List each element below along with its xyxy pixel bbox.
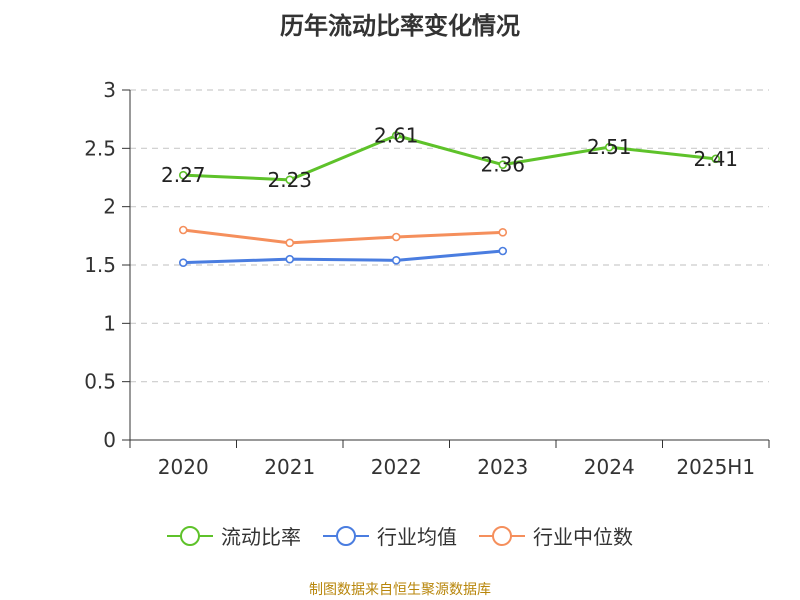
data-point xyxy=(285,238,295,248)
data-point xyxy=(391,256,401,265)
data-source-note: 制图数据来自恒生聚源数据库 xyxy=(309,582,491,598)
legend-item[interactable]: 行业中位数 xyxy=(479,521,633,550)
legend-label: 行业中位数 xyxy=(533,525,633,549)
x-tick-label: 2020 xyxy=(158,455,209,479)
legend-line-circle-icon xyxy=(323,525,369,546)
x-tick-label: 2023 xyxy=(477,455,528,479)
legend-label: 行业均值 xyxy=(377,525,457,549)
legend-item[interactable]: 行业均值 xyxy=(323,521,457,550)
data-point xyxy=(391,232,401,242)
series-line xyxy=(183,228,503,245)
series-line xyxy=(183,134,716,182)
data-label: 2.23 xyxy=(267,168,312,192)
data-point xyxy=(178,170,188,180)
x-tick-label: 2021 xyxy=(264,455,315,479)
y-tick-label: 0.5 xyxy=(84,370,116,394)
series-line xyxy=(183,249,503,265)
data-label: 2.36 xyxy=(480,153,525,177)
chart-title: 历年流动比率变化情况 xyxy=(280,12,520,40)
y-tick-label: 2.5 xyxy=(84,136,116,160)
x-tick-label: 2024 xyxy=(584,455,635,479)
data-point xyxy=(498,160,508,169)
data-point xyxy=(178,225,188,235)
legend-line-circle-icon xyxy=(479,525,525,546)
y-tick-label: 1.5 xyxy=(84,253,116,277)
y-tick-label: 2 xyxy=(103,195,116,219)
x-tick-label: 2025H1 xyxy=(676,455,755,479)
data-point xyxy=(285,254,295,264)
legend-line-circle-icon xyxy=(167,525,213,546)
data-label: 2.27 xyxy=(161,163,206,187)
data-point xyxy=(391,131,401,140)
chart-legend: 流动比率 行业均值 行业中位数 xyxy=(0,521,800,550)
y-tick-label: 3 xyxy=(103,78,116,102)
data-point xyxy=(178,258,188,267)
data-label: 2.61 xyxy=(374,124,419,148)
data-label: 2.41 xyxy=(693,147,738,171)
data-point xyxy=(711,154,721,164)
data-label: 2.51 xyxy=(587,135,632,159)
data-point xyxy=(498,246,508,256)
data-point xyxy=(498,228,508,237)
data-point xyxy=(604,142,614,152)
y-tick-label: 0 xyxy=(103,428,116,452)
legend-item[interactable]: 流动比率 xyxy=(167,521,301,550)
x-tick-label: 2022 xyxy=(371,455,422,479)
data-point xyxy=(285,175,295,185)
legend-label: 流动比率 xyxy=(221,525,301,549)
y-tick-label: 1 xyxy=(103,311,116,335)
